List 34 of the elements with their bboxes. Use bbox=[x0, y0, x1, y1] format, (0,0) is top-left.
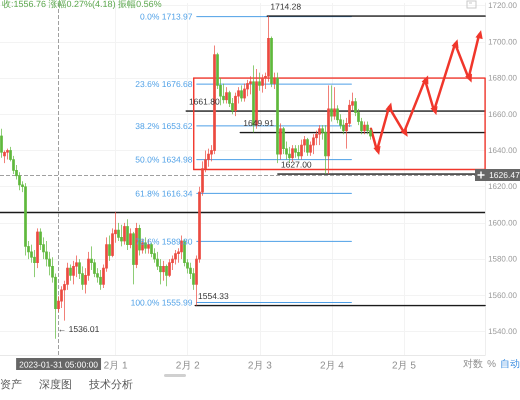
series-label: 100.0% 1555.99 bbox=[130, 298, 193, 308]
y-tick-label: 1720.00 bbox=[488, 1, 518, 10]
y-tick-label: 1640.00 bbox=[488, 146, 518, 155]
text: 深度图 bbox=[39, 378, 72, 392]
series-label: 38.2% 1653.62 bbox=[135, 120, 193, 131]
text: 自动 bbox=[500, 358, 520, 371]
y-tick-label: 1560.00 bbox=[488, 290, 518, 300]
annotation: 1554.33 bbox=[198, 291, 230, 302]
y-tick-label: 1620.00 bbox=[488, 182, 518, 192]
annotation: 收:1556.76 涨幅0.27%(4.18) 振幅0.56% bbox=[2, 0, 162, 10]
y-tick-label: 1660.00 bbox=[488, 110, 518, 119]
y-tick-label: 1580.00 bbox=[488, 254, 518, 264]
text: 对数 bbox=[463, 358, 484, 371]
x-tick-label: 2月 2 bbox=[176, 360, 200, 372]
x-tick-label: 2月 4 bbox=[320, 360, 344, 372]
text: 资产 bbox=[0, 378, 22, 392]
y-tick-label: 1700.00 bbox=[488, 37, 518, 46]
x-tick-label: 2月 3 bbox=[248, 360, 272, 372]
series-label: 0.0% 1713.97 bbox=[140, 12, 193, 22]
annotation: 1627.00 bbox=[280, 160, 312, 170]
annotation: ← 1536.01 bbox=[58, 324, 100, 334]
series-label: 23.6% 1676.68 bbox=[135, 79, 193, 90]
ref-line-label: 1626.47 bbox=[489, 170, 520, 180]
series-label: 50.0% 1634.98 bbox=[135, 154, 193, 165]
y-tick-label: 1540.00 bbox=[488, 326, 518, 336]
ref-line-label: 2023-01-31 05:00:00 bbox=[19, 360, 98, 370]
x-tick-label: 2月 1 bbox=[104, 360, 128, 372]
y-tick-label: 1600.00 bbox=[488, 218, 518, 228]
annotation: 1714.28 bbox=[270, 2, 302, 12]
x-tick-label: 2月 5 bbox=[392, 360, 416, 372]
text: % bbox=[487, 358, 496, 370]
y-tick-label: 1680.00 bbox=[488, 74, 518, 83]
text: 技术分析 bbox=[89, 378, 133, 392]
series-label: 61.8% 1616.34 bbox=[135, 188, 193, 198]
